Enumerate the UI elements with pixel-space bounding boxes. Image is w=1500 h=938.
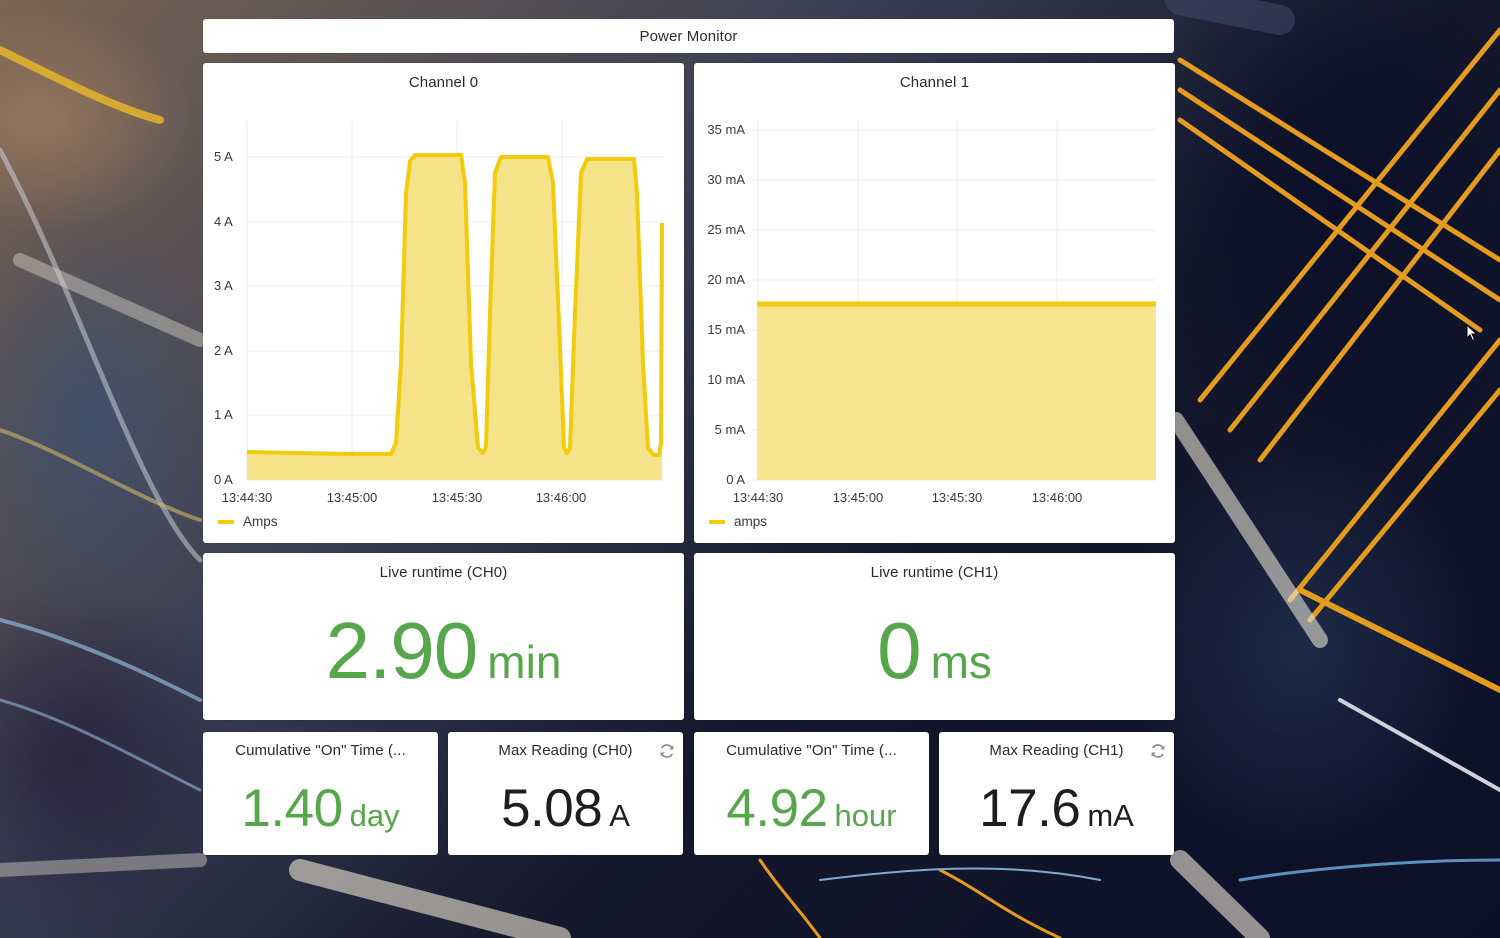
- channel-0-chart[interactable]: 0 A 1 A 2 A 3 A 4 A 5 A 13:44:30 13:45:0…: [203, 63, 684, 543]
- cumulative-on-time-ch0-title: Cumulative "On" Time (...: [235, 742, 406, 759]
- channel-0-title: Channel 0: [408, 74, 479, 91]
- dashboard-title-bar: Power Monitor: [203, 19, 1174, 53]
- y-tick: 20 mA: [707, 272, 745, 287]
- y-tick: 5 A: [214, 149, 233, 164]
- dashboard-title: Power Monitor: [639, 28, 738, 45]
- y-tick: 15 mA: [707, 322, 745, 337]
- y-tick: 30 mA: [707, 172, 745, 187]
- y-tick: 3 A: [214, 278, 233, 293]
- y-tick: 10 mA: [707, 372, 745, 387]
- max-reading-ch0-panel[interactable]: Max Reading (CH0) 5.08 A: [448, 732, 683, 855]
- y-tick: 0 A: [214, 472, 233, 487]
- channel-0-area: [247, 155, 662, 480]
- live-runtime-ch0-value: 2.90 min: [325, 606, 562, 695]
- live-runtime-ch0-title: Live runtime (CH0): [379, 564, 508, 581]
- cumulative-on-time-ch0-panel[interactable]: Cumulative "On" Time (... 1.40 day: [203, 732, 438, 855]
- y-tick: 35 mA: [707, 122, 745, 137]
- x-tick: 13:44:30: [222, 490, 273, 505]
- legend-swatch-icon: [709, 519, 725, 524]
- x-tick: 13:45:30: [932, 490, 983, 505]
- cumulative-on-time-ch0-value: 1.40 day: [241, 779, 400, 838]
- cumulative-on-time-ch1-value: 4.92 hour: [726, 779, 897, 838]
- max-reading-ch1-value: 17.6 mA: [979, 779, 1134, 838]
- legend-label: Amps: [243, 514, 278, 529]
- channel-1-title: Channel 1: [899, 74, 970, 91]
- y-tick: 25 mA: [707, 222, 745, 237]
- x-tick: 13:46:00: [536, 490, 587, 505]
- live-runtime-ch0-panel[interactable]: Live runtime (CH0) 2.90 min: [203, 553, 684, 720]
- channel-0-legend[interactable]: Amps: [218, 514, 278, 529]
- channel-1-area: [757, 304, 1156, 480]
- channel-1-chart[interactable]: 0 A 5 mA 10 mA 15 mA 20 mA 25 mA 30 mA 3…: [694, 63, 1175, 543]
- mouse-cursor-icon: [1466, 324, 1478, 342]
- y-tick: 1 A: [214, 407, 233, 422]
- y-tick: 4 A: [214, 214, 233, 229]
- x-tick: 13:44:30: [733, 490, 784, 505]
- max-reading-ch0-title: Max Reading (CH0): [498, 742, 633, 759]
- max-reading-ch0-value: 5.08 A: [501, 779, 630, 838]
- live-runtime-ch1-panel[interactable]: Live runtime (CH1) 0 ms: [694, 553, 1175, 720]
- y-tick: 5 mA: [715, 422, 746, 437]
- refresh-icon[interactable]: [1149, 742, 1167, 760]
- x-tick: 13:45:30: [432, 490, 483, 505]
- legend-label: amps: [734, 514, 768, 529]
- refresh-icon[interactable]: [658, 742, 676, 760]
- cumulative-on-time-ch1-panel[interactable]: Cumulative "On" Time (... 4.92 hour: [694, 732, 929, 855]
- x-tick: 13:45:00: [833, 490, 884, 505]
- y-tick: 0 A: [726, 472, 745, 487]
- y-tick: 2 A: [214, 343, 233, 358]
- legend-swatch-icon: [218, 519, 234, 524]
- max-reading-ch1-panel[interactable]: Max Reading (CH1) 17.6 mA: [939, 732, 1174, 855]
- channel-1-panel[interactable]: Channel 1 0 A 5 mA 10 mA 15 mA 20 mA 25 …: [694, 63, 1175, 543]
- x-tick: 13:45:00: [327, 490, 378, 505]
- channel-1-legend[interactable]: amps: [709, 514, 767, 529]
- channel-0-line: [246, 153, 664, 457]
- live-runtime-ch1-title: Live runtime (CH1): [870, 564, 999, 581]
- live-runtime-ch1-value: 0 ms: [877, 606, 992, 695]
- max-reading-ch1-title: Max Reading (CH1): [989, 742, 1124, 759]
- cumulative-on-time-ch1-title: Cumulative "On" Time (...: [726, 742, 897, 759]
- x-tick: 13:46:00: [1032, 490, 1083, 505]
- channel-0-panel[interactable]: Channel 0 0 A 1 A 2 A 3 A 4 A 5 A: [203, 63, 684, 543]
